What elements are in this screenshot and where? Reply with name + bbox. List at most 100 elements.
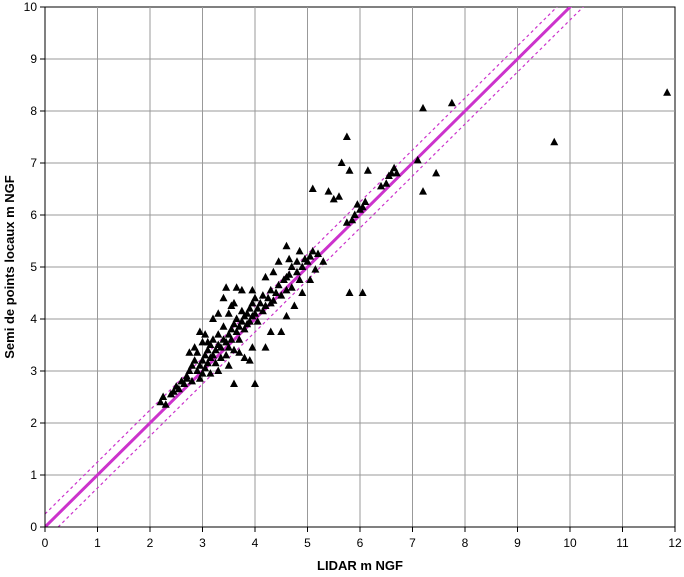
data-point-triangle	[232, 283, 241, 291]
data-point-triangle	[266, 285, 275, 294]
data-point-triangle	[390, 163, 399, 172]
data-point-triangle	[188, 361, 196, 369]
data-point-triangle	[392, 168, 401, 177]
data-point-triangle	[287, 283, 296, 291]
y-tick-label: 9	[30, 52, 37, 66]
x-axis-label: LIDAR m NGF	[317, 558, 403, 573]
data-point-triangle	[230, 345, 238, 354]
data-point-triangle	[282, 285, 291, 294]
data-point-triangle	[216, 353, 225, 361]
data-point-triangle	[285, 254, 294, 263]
data-point-triangle	[245, 304, 254, 312]
data-point-triangle	[253, 317, 262, 325]
data-point-triangle	[159, 392, 168, 400]
data-point-triangle	[209, 350, 217, 359]
data-point-triangle	[206, 369, 215, 377]
data-point-triangle	[293, 257, 301, 265]
data-point-triangle	[209, 314, 217, 322]
data-point-triangle	[335, 192, 343, 200]
data-point-triangle	[350, 210, 359, 218]
data-point-triangle	[203, 358, 212, 367]
data-point-triangle	[161, 400, 170, 408]
data-point-triangle	[314, 249, 322, 257]
data-point-triangle	[235, 348, 244, 356]
data-point-triangle	[329, 194, 338, 203]
y-tick-label: 3	[30, 364, 37, 378]
data-point-triangle	[224, 343, 233, 351]
data-point-triangle	[293, 267, 301, 276]
data-point-triangle	[251, 293, 259, 302]
data-point-triangle	[237, 317, 246, 325]
data-point-triangle	[240, 324, 249, 333]
data-point-triangle	[227, 335, 236, 343]
data-point-triangle	[203, 337, 212, 346]
data-point-triangle	[237, 306, 246, 315]
x-tick-label: 3	[199, 536, 206, 550]
data-point-triangle	[245, 317, 254, 325]
data-point-triangle	[358, 288, 367, 296]
data-point-triangle	[337, 158, 346, 166]
data-point-triangle	[209, 335, 217, 343]
data-point-triangle	[258, 306, 267, 315]
data-point-triangle	[232, 327, 241, 335]
data-point-triangle	[248, 298, 257, 307]
data-point-triangle	[190, 343, 199, 351]
data-point-triangle	[224, 361, 233, 369]
data-point-triangle	[235, 322, 244, 330]
data-point-triangle	[274, 280, 283, 289]
y-tick-label: 7	[30, 156, 37, 170]
y-tick-label: 0	[30, 520, 37, 534]
data-point-triangle	[222, 350, 231, 359]
data-point-triangle	[230, 379, 238, 387]
data-point-triangle	[282, 311, 291, 320]
data-point-triangle	[261, 301, 270, 309]
data-point-triangle	[345, 166, 354, 174]
data-point-triangle	[266, 327, 275, 335]
data-point-triangle	[342, 132, 351, 140]
data-point-triangle	[195, 374, 204, 382]
data-point-triangle	[277, 327, 286, 335]
data-point-triangle	[311, 265, 320, 273]
data-point-triangle	[214, 366, 223, 374]
data-point-triangle	[248, 285, 257, 294]
x-tick-label: 10	[563, 536, 577, 550]
data-point-triangle	[201, 350, 210, 359]
reference-lines	[45, 7, 584, 527]
data-point-triangle	[248, 343, 257, 351]
y-tick-label: 5	[30, 260, 37, 274]
data-point-triangle	[282, 241, 291, 250]
data-point-triangle	[256, 298, 265, 307]
data-point-triangle	[235, 335, 244, 343]
data-point-triangle	[224, 309, 233, 317]
grid-lines	[45, 7, 675, 527]
data-point-triangle	[243, 309, 252, 317]
data-point-triangle	[324, 187, 333, 195]
x-tick-label: 0	[42, 536, 49, 550]
data-point-triangle	[298, 262, 307, 270]
y-tick-label: 2	[30, 416, 37, 430]
data-point-triangle	[230, 298, 238, 307]
tolerance-line	[57, 7, 584, 527]
data-point-triangle	[222, 337, 231, 346]
data-point-triangle	[156, 397, 165, 406]
data-point-triangle	[382, 179, 391, 187]
x-tick-label: 9	[514, 536, 521, 550]
data-point-triangle	[363, 166, 372, 174]
data-point-triangle	[306, 252, 315, 260]
data-point-triangle	[306, 275, 315, 283]
data-point-triangle	[230, 319, 238, 328]
y-axis-label: Semi de points locaux m NGF	[2, 175, 17, 359]
data-point-triangle	[219, 293, 228, 302]
data-point-triangle	[269, 267, 278, 276]
x-tick-label: 12	[668, 536, 682, 550]
data-point-triangle	[377, 181, 385, 190]
x-tick-label: 7	[409, 536, 416, 550]
data-point-triangle	[195, 327, 204, 335]
data-point-triangle	[274, 257, 283, 265]
data-point-triangle	[663, 88, 672, 96]
x-tick-label: 5	[304, 536, 311, 550]
axes	[40, 6, 676, 532]
data-point-triangle	[193, 348, 202, 356]
data-point-triangle	[211, 345, 220, 354]
data-point-triangle	[198, 356, 207, 364]
